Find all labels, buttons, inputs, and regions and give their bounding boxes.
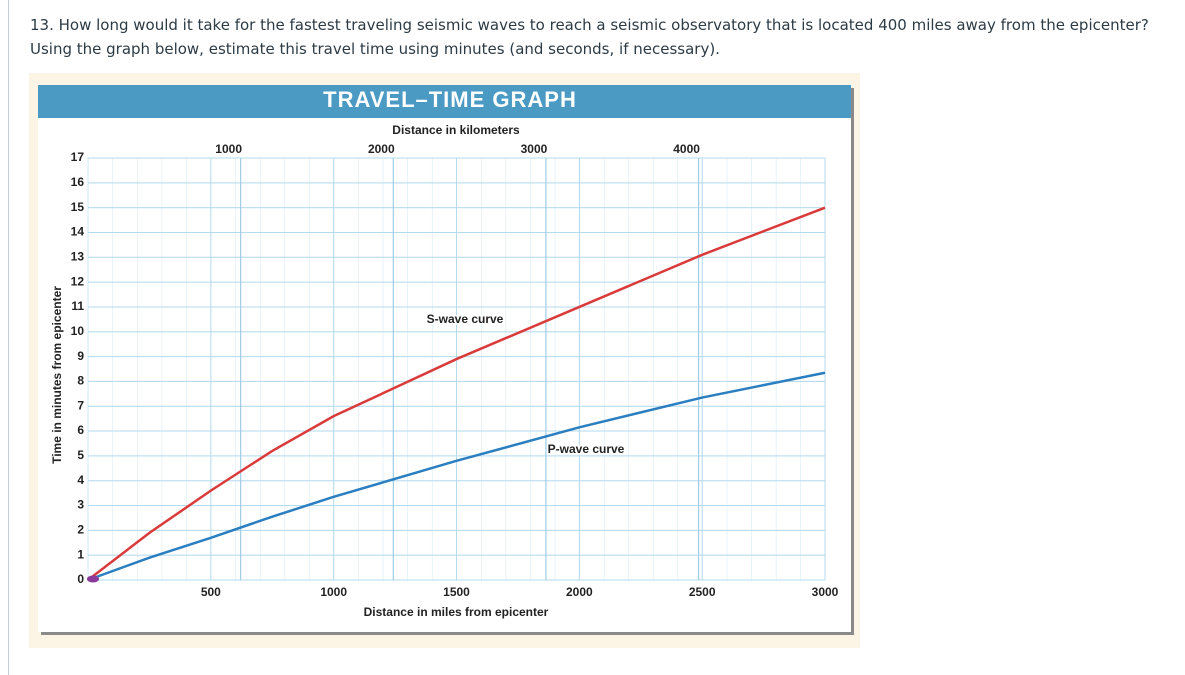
x2-tick-label: 2000	[368, 142, 395, 156]
y-tick-label: 12	[71, 274, 85, 288]
y-tick-label: 8	[77, 374, 84, 388]
y-tick-label: 14	[71, 225, 85, 239]
chart-title: TRAVEL–TIME GRAPH	[323, 87, 577, 112]
y-tick-label: 2	[77, 523, 84, 537]
y-tick-label: 10	[71, 324, 85, 338]
x-tick-label: 2000	[566, 585, 593, 599]
x-tick-label: 500	[201, 585, 221, 599]
y-tick-label: 7	[77, 398, 84, 412]
series-line	[87, 206, 826, 581]
x-axis-title: Distance in miles from epicenter	[364, 605, 549, 619]
y-tick-label: 13	[71, 249, 85, 263]
y-tick-label: 17	[71, 150, 85, 164]
y-tick-label: 9	[77, 349, 84, 363]
x-tick-label: 2500	[689, 585, 716, 599]
x2-tick-label: 3000	[521, 142, 548, 156]
y-axis-title: Time in minutes from epicenter	[50, 286, 64, 464]
y-tick-label: 0	[77, 572, 84, 586]
y-tick-label: 11	[71, 299, 84, 313]
y-tick-label: 16	[71, 175, 85, 189]
y-tick-label: 3	[77, 498, 84, 512]
series-label: P-wave curve	[548, 442, 625, 456]
x-tick-label: 3000	[812, 585, 839, 599]
x-tick-label: 1500	[443, 585, 470, 599]
y-tick-label: 6	[77, 423, 84, 437]
y-tick-label: 4	[77, 473, 84, 487]
y-tick-label: 1	[77, 547, 84, 561]
x2-tick-label: 1000	[215, 142, 242, 156]
left-rule	[8, 0, 9, 675]
y-tick-label: 15	[71, 200, 85, 214]
x2-axis-title: Distance in kilometers	[392, 123, 520, 137]
x-tick-label: 1000	[320, 585, 347, 599]
x2-tick-label: 4000	[673, 142, 700, 156]
title-bar	[38, 85, 851, 118]
y-tick-label: 5	[77, 448, 84, 462]
question-text: 13. How long would it take for the faste…	[30, 16, 1149, 58]
series-line	[87, 371, 826, 582]
origin-marker	[87, 575, 99, 583]
series-label: S-wave curve	[427, 312, 504, 326]
